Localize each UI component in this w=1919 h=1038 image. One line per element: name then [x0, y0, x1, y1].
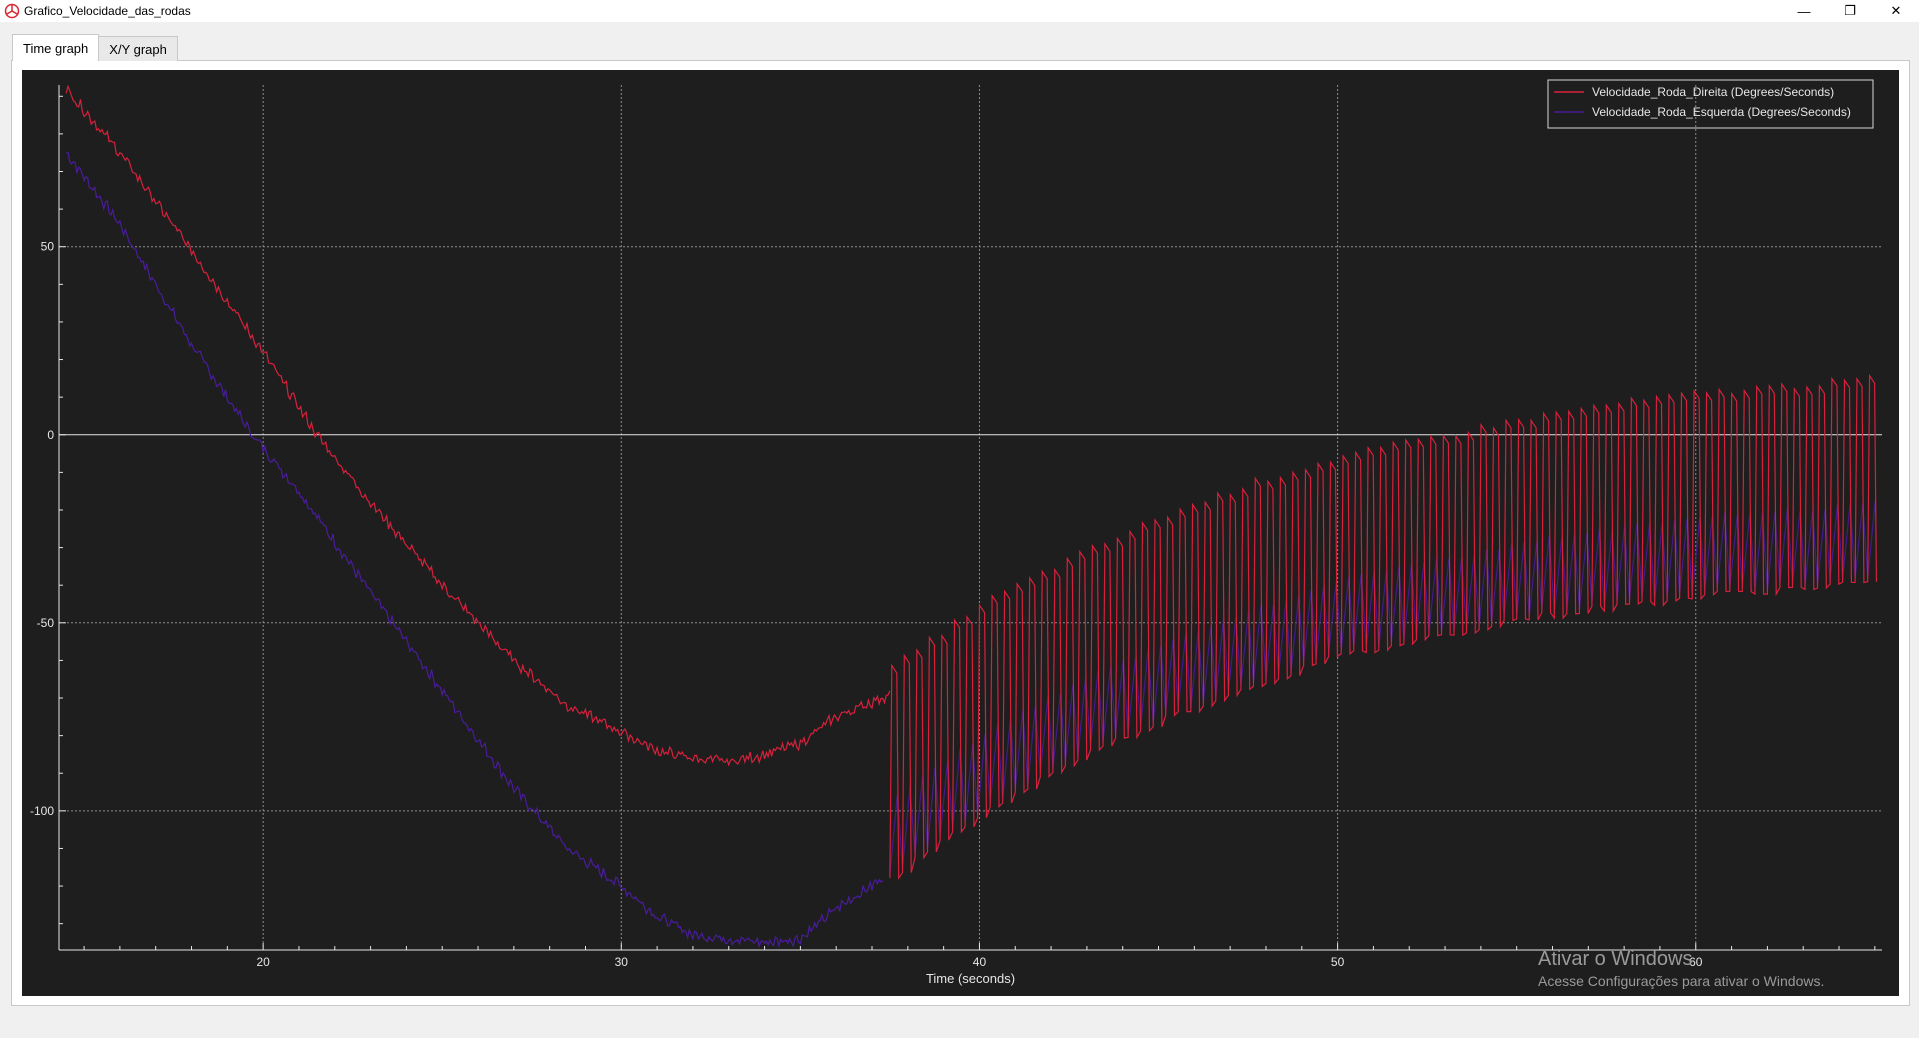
- minimize-icon[interactable]: —: [1797, 3, 1811, 19]
- legend-label-esquerda: Velocidade_Roda_Esquerda (Degrees/Second…: [1592, 105, 1851, 119]
- close-icon[interactable]: ✕: [1890, 3, 1902, 18]
- x-tick-label: 40: [973, 955, 987, 969]
- tick-labels: 20 30 40 50 60 50 0 -50 -100: [30, 240, 1703, 969]
- x-tick-label: 50: [1331, 955, 1345, 969]
- window-controls: — ❐ ✕: [1781, 0, 1919, 22]
- x-tick-label: 30: [615, 955, 629, 969]
- plot-area[interactable]: [22, 70, 1899, 996]
- watermark-subtitle: Acesse Configurações para ativar o Windo…: [1538, 973, 1825, 989]
- tab-bar: Time graph X/Y graph: [12, 34, 178, 61]
- x-tick-label: 20: [256, 955, 270, 969]
- windows-activation-watermark: Ativar o Windows Acesse Configurações pa…: [1538, 948, 1824, 989]
- y-tick-label: 0: [47, 428, 54, 442]
- axes: [58, 85, 1882, 951]
- legend: Velocidade_Roda_Direita (Degrees/Seconds…: [1547, 79, 1874, 129]
- series-line-esquerda: [66, 151, 884, 949]
- series-oscillation-direita: [889, 373, 1877, 880]
- y-tick-label: -100: [30, 804, 54, 818]
- tab-xy-graph[interactable]: X/Y graph: [98, 36, 178, 61]
- time-graph-plot[interactable]: 20 30 40 50 60 50 0 -50 -100 Time (seconds) Velo…: [22, 70, 1899, 996]
- tab-time-graph[interactable]: Time graph: [12, 34, 100, 61]
- window-title: Grafico_Velocidade_das_rodas: [24, 4, 191, 18]
- grid: [59, 85, 1882, 950]
- x-axis-label: Time (seconds): [926, 971, 1015, 986]
- legend-label-direita: Velocidade_Roda_Direita (Degrees/Seconds…: [1592, 85, 1834, 99]
- watermark-title: Ativar o Windows: [1538, 948, 1693, 970]
- y-tick-label: 50: [41, 240, 55, 254]
- restore-icon[interactable]: ❐: [1844, 3, 1856, 18]
- series-line-direita: [65, 84, 891, 767]
- title-bar: Grafico_Velocidade_das_rodas — ❐ ✕: [0, 0, 1919, 22]
- y-tick-label: -50: [37, 616, 55, 630]
- series-oscillation-esquerda: [889, 501, 1876, 875]
- x-tick-label: 60: [1689, 955, 1703, 969]
- app-logo-icon: [4, 3, 20, 19]
- series: [65, 84, 1877, 949]
